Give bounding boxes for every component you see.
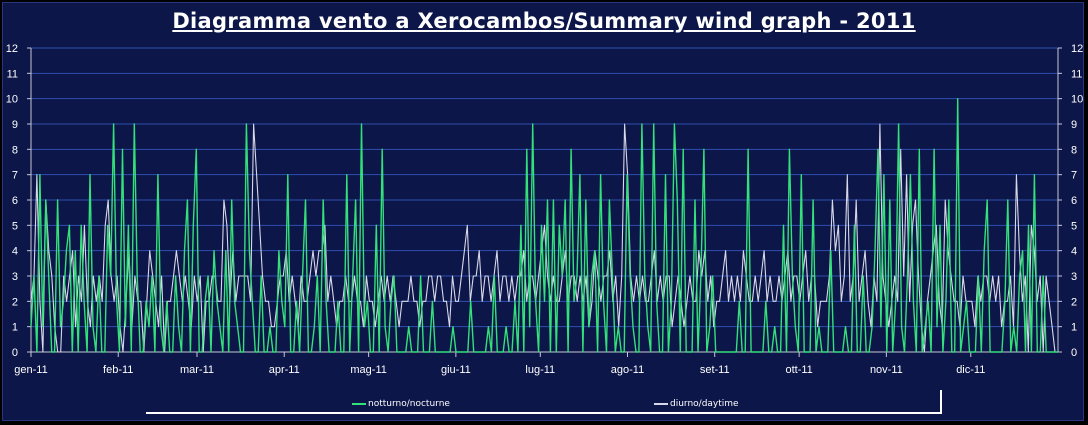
y-tick-label-right: 6 bbox=[1071, 195, 1077, 207]
legend-swatch-nocturne bbox=[352, 402, 366, 405]
x-tick-label: mag-11 bbox=[350, 364, 386, 376]
y-tick-label-right: 3 bbox=[1071, 271, 1077, 283]
x-tick-label: giu-11 bbox=[441, 364, 471, 376]
legend-label-daytime: diurno/daytime bbox=[670, 399, 739, 409]
y-tick-label-left: 5 bbox=[12, 220, 18, 232]
x-tick-label: apr-11 bbox=[269, 364, 300, 376]
y-tick-label-left: 0 bbox=[12, 347, 18, 359]
x-tick-label: ott-11 bbox=[785, 364, 812, 376]
y-tick-label-left: 1 bbox=[12, 322, 18, 334]
y-tick-label-right: 1 bbox=[1071, 322, 1077, 334]
y-tick-label-left: 2 bbox=[12, 296, 18, 308]
x-tick-label: gen-11 bbox=[14, 364, 47, 376]
y-tick-label-left: 3 bbox=[12, 271, 18, 283]
y-tick-label-left: 8 bbox=[12, 144, 18, 156]
y-tick-label-left: 9 bbox=[12, 119, 18, 131]
x-tick-label: lug-11 bbox=[525, 364, 555, 376]
y-tick-label-left: 7 bbox=[12, 170, 18, 182]
legend-label-nocturne: notturno/nocturne bbox=[368, 399, 450, 409]
legend-item-daytime: diurno/daytime bbox=[654, 399, 739, 409]
y-tick-label-right: 4 bbox=[1071, 246, 1077, 258]
y-tick-label-right: 8 bbox=[1071, 144, 1077, 156]
legend-item-nocturne: notturno/nocturne bbox=[352, 399, 450, 409]
chart-title: Diagramma vento a Xerocambos/Summary win… bbox=[172, 9, 916, 33]
y-tick-label-right: 9 bbox=[1071, 119, 1077, 131]
y-tick-label-left: 4 bbox=[12, 246, 18, 258]
y-tick-label-left: 11 bbox=[7, 68, 18, 80]
y-tick-label-right: 11 bbox=[1071, 68, 1082, 80]
y-tick-label-right: 7 bbox=[1071, 170, 1077, 182]
y-tick-label-right: 12 bbox=[1071, 43, 1083, 55]
y-tick-label-left: 6 bbox=[12, 195, 18, 207]
y-tick-label-right: 0 bbox=[1071, 347, 1077, 359]
x-tick-label: set-11 bbox=[700, 364, 730, 376]
y-tick-label-left: 10 bbox=[6, 94, 18, 106]
x-tick-label: mar-11 bbox=[180, 364, 214, 376]
y-tick-label-right: 10 bbox=[1071, 94, 1083, 106]
legend-swatch-daytime bbox=[654, 402, 668, 405]
legend-box bbox=[146, 390, 942, 414]
x-tick-label: ago-11 bbox=[611, 364, 644, 376]
y-tick-label-right: 2 bbox=[1071, 296, 1077, 308]
x-tick-label: feb-11 bbox=[103, 364, 133, 376]
x-tick-label: dic-11 bbox=[956, 364, 985, 376]
y-tick-label-right: 5 bbox=[1071, 220, 1077, 232]
series-line-nocturne bbox=[30, 97, 1058, 353]
y-tick-label-left: 12 bbox=[6, 43, 18, 55]
x-tick-label: nov-11 bbox=[870, 364, 903, 376]
